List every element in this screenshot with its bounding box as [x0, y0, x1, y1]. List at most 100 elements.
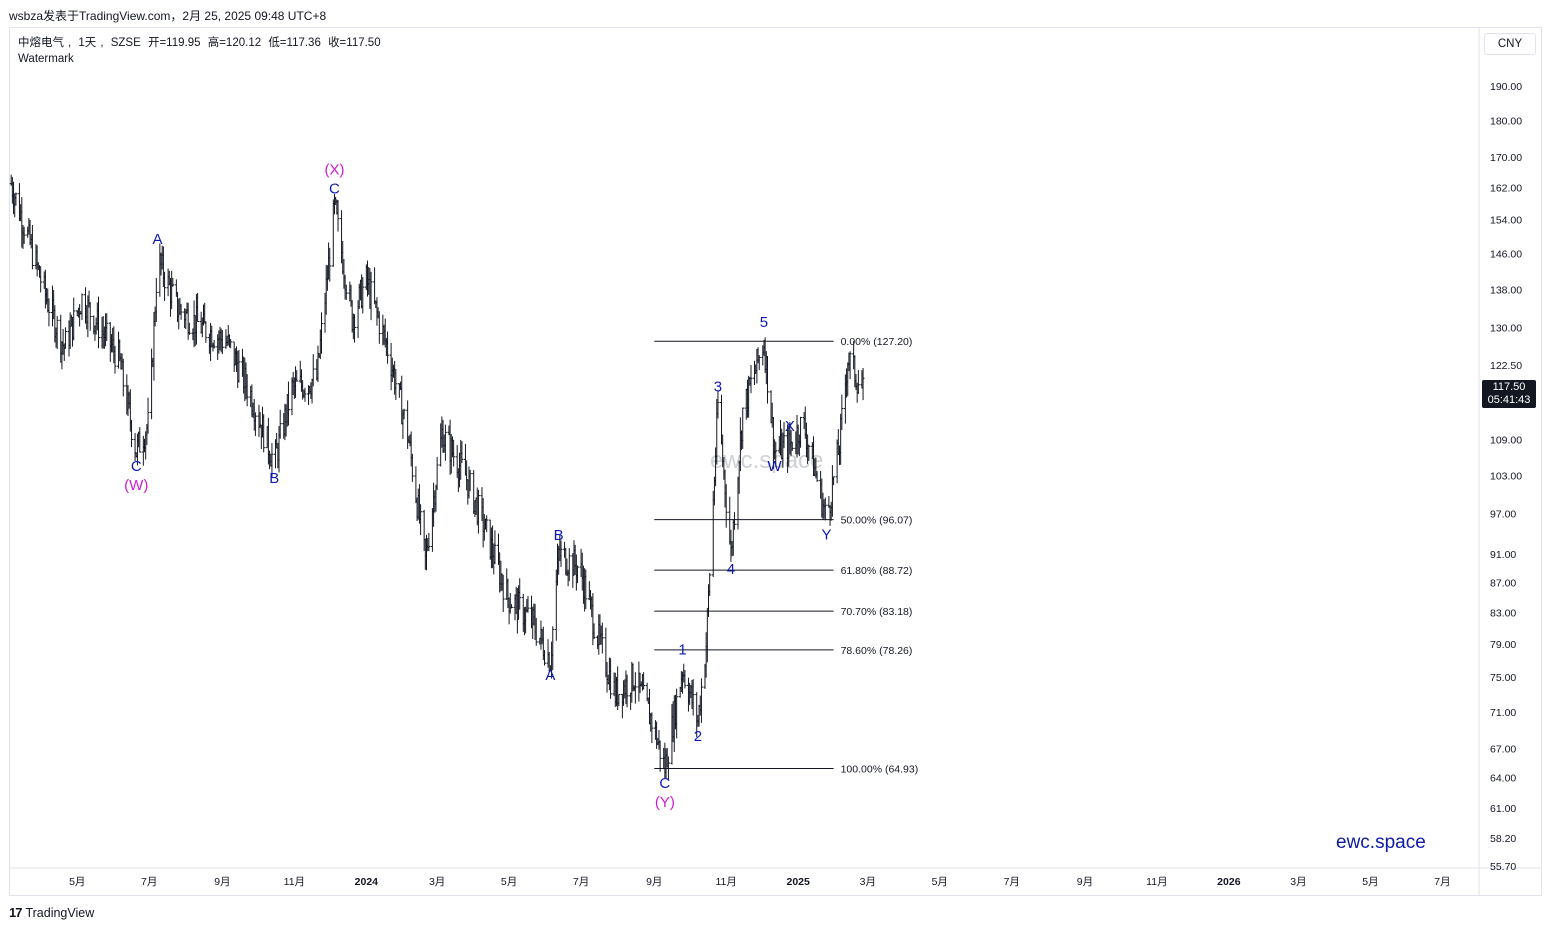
ohlc-bar: [443, 424, 447, 461]
ohlc-bar: [501, 574, 505, 613]
chart-pane[interactable]: [9, 27, 1542, 896]
time-tick-label: 5月: [1362, 876, 1378, 888]
ohlc-bar: [476, 489, 480, 534]
ohlc-bar: [295, 370, 299, 382]
ohlc-bar: [353, 314, 357, 343]
ohlc-bar: [212, 339, 216, 349]
elliott-wave-label: C: [329, 180, 340, 197]
time-tick-label: 3月: [1290, 876, 1306, 888]
ohlc-bar: [154, 277, 158, 322]
ohlc-bar: [534, 617, 538, 646]
ohlc-bars: [9, 174, 865, 780]
last-price-value: 117.50: [1492, 381, 1526, 393]
ohlc-bar: [807, 444, 811, 461]
ohlc-close: 收=117.50: [328, 37, 381, 49]
time-tick-label: 9月: [214, 876, 230, 888]
ohlc-bar: [485, 515, 489, 533]
ohlc-bar: [30, 224, 34, 270]
ohlc-bar: [840, 394, 844, 431]
price-tick-label: 97.00: [1490, 508, 1516, 520]
exchange-label: SZSE: [110, 37, 141, 49]
time-tick-label: 5月: [69, 876, 85, 888]
time-tick-label: 2026: [1217, 876, 1241, 888]
ohlc-bar: [130, 419, 134, 448]
ohlc-bar: [80, 293, 84, 321]
ohlc-bar: [509, 604, 513, 609]
ohlc-bar: [790, 441, 794, 451]
price-tick-label: 138.00: [1490, 284, 1522, 296]
elliott-wave-label: 3: [714, 378, 722, 395]
interval-label[interactable]: 1天: [78, 37, 97, 49]
ohlc-bar: [328, 247, 332, 282]
price-tick-label: 58.20: [1490, 833, 1516, 845]
ohlc-bar: [237, 349, 241, 383]
tradingview-name: TradingView: [25, 905, 95, 920]
ohlc-bar: [113, 345, 117, 374]
time-tick-label: 2025: [787, 876, 811, 888]
ohlc-bar: [319, 312, 323, 354]
ohlc-bar: [220, 330, 224, 355]
bar-countdown: 05:41:43: [1487, 394, 1531, 406]
price-tick-label: 55.70: [1490, 861, 1516, 873]
time-tick-label: 11月: [1146, 876, 1167, 888]
ohlc-bar: [468, 469, 472, 492]
ohlc-bar: [138, 427, 142, 453]
chart-watermark: ewc.space: [710, 447, 824, 474]
ohlc-bar: [361, 277, 365, 314]
ohlc-bar: [782, 422, 786, 449]
price-tick-label: 130.00: [1490, 322, 1522, 334]
ohlc-bar: [815, 471, 819, 482]
elliott-wave-label: X: [785, 418, 795, 435]
time-tick-label: 5月: [501, 876, 517, 888]
ohlc-bar: [187, 322, 191, 335]
elliott-wave-label: B: [554, 527, 564, 544]
ohlc-bar: [749, 365, 753, 394]
symbol-name[interactable]: 中熔电气: [18, 37, 64, 49]
price-tick-label: 75.00: [1490, 672, 1516, 684]
price-tick-label: 162.00: [1490, 183, 1522, 195]
price-tick-label: 122.50: [1490, 360, 1522, 372]
ohlc-bar: [14, 192, 18, 206]
price-tick-label: 91.00: [1490, 549, 1516, 561]
price-tick-label: 71.00: [1490, 707, 1516, 719]
ohlc-bar: [460, 441, 464, 464]
price-tick-label: 87.00: [1490, 578, 1516, 590]
ohlc-bar: [394, 368, 398, 400]
fib-level-label: 100.00% (64.93): [841, 764, 919, 776]
watermark-indicator-label[interactable]: Watermark: [18, 53, 74, 65]
fib-level-label: 50.00% (96.07): [841, 515, 913, 527]
ohlc-bar: [724, 484, 728, 528]
currency-button[interactable]: CNY: [1484, 33, 1536, 55]
fib-level-label: 61.80% (88.72): [841, 565, 913, 577]
ohlc-open: 开=119.95: [147, 37, 201, 49]
price-tick-label: 109.00: [1490, 434, 1522, 446]
ohlc-bar: [105, 313, 109, 342]
ohlc-bar: [559, 540, 563, 568]
ohlc-bar: [452, 439, 456, 467]
time-tick-label: 7月: [1434, 876, 1450, 888]
ohlc-bar: [617, 693, 621, 707]
time-tick-label: 3月: [860, 876, 876, 888]
price-tick-label: 190.00: [1490, 81, 1522, 93]
ohlc-bar: [650, 712, 654, 744]
ohlc-bar: [848, 351, 852, 380]
ohlc-bar: [419, 504, 423, 536]
ohlc-bar: [741, 407, 745, 449]
ohlc-bar: [518, 578, 522, 610]
time-tick-label: 9月: [1077, 876, 1093, 888]
price-tick-label: 64.00: [1490, 773, 1516, 785]
ohlc-bar: [386, 331, 390, 364]
elliott-wave-label: 4: [727, 561, 735, 578]
tradingview-footer[interactable]: 17 TradingView: [9, 905, 94, 920]
ohlc-bar: [253, 412, 257, 436]
ohlc-bar: [270, 443, 274, 477]
ohlc-bar: [757, 355, 761, 371]
ohlc-bar: [96, 296, 100, 349]
ohlc-bar: [675, 688, 679, 739]
ohlc-bar: [699, 678, 703, 723]
time-tick-label: 9月: [646, 876, 662, 888]
ohlc-bar: [171, 277, 175, 287]
elliott-wave-label: 1: [678, 642, 686, 659]
ohlc-bar: [88, 302, 92, 331]
